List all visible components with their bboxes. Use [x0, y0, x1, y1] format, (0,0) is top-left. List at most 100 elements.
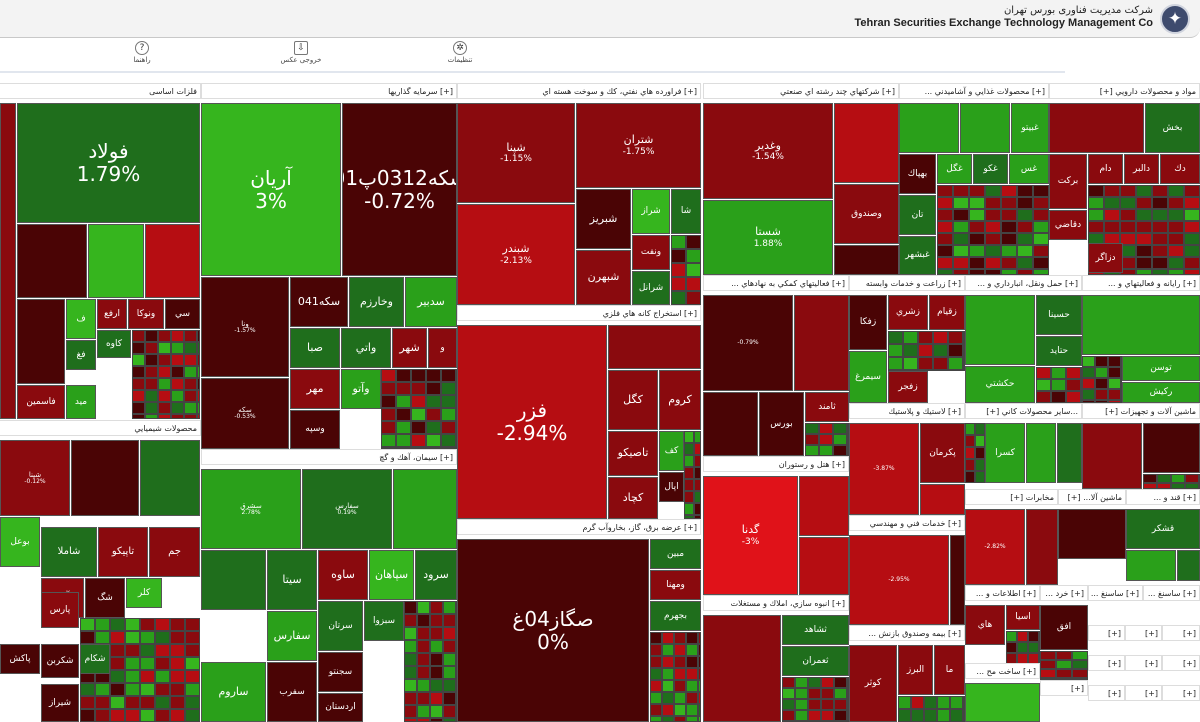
stock-tile[interactable]: -2.82%: [965, 509, 1025, 585]
stock-tile[interactable]: غس: [1009, 154, 1049, 184]
stock-tile[interactable]: تاصيكو: [608, 431, 658, 476]
stock-cell[interactable]: [847, 688, 849, 699]
stock-tile[interactable]: [1082, 423, 1142, 489]
stock-cell[interactable]: [1033, 257, 1049, 269]
stock-tile[interactable]: صبا: [290, 328, 340, 368]
stock-cell[interactable]: [686, 249, 701, 263]
stock-cell[interactable]: [963, 344, 965, 357]
stock-cell[interactable]: [1056, 669, 1072, 678]
stock-cell[interactable]: [125, 618, 140, 631]
stock-cell[interactable]: [821, 710, 834, 721]
stock-tile[interactable]: سشرق 2.78%: [201, 469, 301, 549]
stock-cell[interactable]: [937, 269, 953, 275]
stock-cell[interactable]: [1120, 185, 1136, 197]
stock-cell[interactable]: [1017, 631, 1028, 642]
sector-title[interactable]: [+]: [1125, 685, 1162, 701]
stock-tile[interactable]: كچاد: [608, 477, 658, 519]
sector-title[interactable]: [+] زراعت و خدمات وابسته: [849, 275, 965, 291]
stock-cell[interactable]: [381, 382, 396, 395]
stock-cell[interactable]: [430, 653, 443, 666]
stock-cell[interactable]: [426, 369, 441, 382]
stock-cell[interactable]: [953, 245, 969, 257]
stock-tile[interactable]: [393, 469, 457, 549]
stock-cell[interactable]: [847, 699, 849, 710]
stock-cell[interactable]: [456, 408, 457, 421]
stock-cell[interactable]: [684, 455, 694, 467]
stock-cell[interactable]: [821, 699, 834, 710]
stock-cell[interactable]: [686, 235, 701, 249]
stock-tile[interactable]: وغدير -1.54%: [703, 103, 833, 199]
stock-cell[interactable]: [686, 704, 698, 716]
stock-cell[interactable]: [404, 679, 417, 692]
stock-cell[interactable]: [171, 366, 184, 378]
stock-cell[interactable]: [411, 421, 426, 434]
stock-cell[interactable]: [933, 331, 948, 344]
stock-cell[interactable]: [430, 718, 443, 722]
stock-cell[interactable]: [185, 618, 200, 631]
stock-cell[interactable]: [381, 395, 396, 408]
stock-tile[interactable]: -3.87%: [849, 423, 919, 515]
stock-tile[interactable]: دزاگر: [1088, 243, 1123, 273]
stock-cell[interactable]: [456, 666, 457, 679]
stock-cell[interactable]: [140, 644, 155, 657]
stock-tile[interactable]: بهپاك: [899, 154, 936, 194]
stock-cell[interactable]: [170, 696, 185, 709]
stock-cell[interactable]: [686, 716, 698, 722]
stock-cell[interactable]: [132, 354, 145, 366]
stock-cell[interactable]: [80, 683, 95, 696]
stock-cell[interactable]: [674, 716, 686, 722]
stock-cell[interactable]: [95, 683, 110, 696]
stock-cell[interactable]: [170, 670, 185, 683]
stock-cell[interactable]: [834, 688, 847, 699]
stock-tile[interactable]: سكه0312پ01-0.72%: [342, 103, 457, 276]
stock-tile[interactable]: حكشتي: [965, 366, 1035, 403]
stock-cell[interactable]: [953, 221, 969, 233]
sector-title[interactable]: ...ساير محصولات كاني [+]: [965, 403, 1082, 419]
stock-cell[interactable]: [171, 378, 184, 390]
stock-cell[interactable]: [404, 627, 417, 640]
stock-cell[interactable]: [1001, 185, 1017, 197]
stock-cell[interactable]: [953, 197, 969, 209]
stock-cell[interactable]: [782, 677, 795, 688]
stock-cell[interactable]: [795, 699, 808, 710]
stock-cell[interactable]: [1184, 233, 1200, 245]
stock-cell[interactable]: [819, 445, 833, 456]
stock-cell[interactable]: [684, 515, 694, 519]
stock-cell[interactable]: [1136, 185, 1152, 197]
stock-cell[interactable]: [1033, 233, 1049, 245]
stock-cell[interactable]: [125, 644, 140, 657]
stock-tile[interactable]: شتران -1.75%: [576, 103, 701, 188]
sector-title[interactable]: [+] لاستيك و پلاستيك: [849, 403, 965, 419]
sector-title[interactable]: [+] استخراج كانه هاي فلزي: [457, 305, 701, 321]
stock-tile[interactable]: سفارس 0.19%: [302, 469, 392, 549]
stock-cell[interactable]: [948, 370, 963, 371]
stock-cell[interactable]: [155, 631, 170, 644]
sector-title[interactable]: [+]: [1162, 625, 1200, 641]
stock-cell[interactable]: [686, 668, 698, 680]
stock-tile[interactable]: زشري: [888, 295, 928, 330]
stock-cell[interactable]: [456, 369, 457, 382]
stock-cell[interactable]: [808, 677, 821, 688]
stock-cell[interactable]: [662, 680, 674, 692]
stock-cell[interactable]: [184, 330, 197, 342]
stock-cell[interactable]: [110, 631, 125, 644]
stock-tile[interactable]: اردستان: [318, 693, 363, 722]
sector-title[interactable]: [+] ساخت مح ...: [965, 663, 1040, 679]
stock-tile[interactable]: سدبير: [405, 277, 457, 327]
stock-cell[interactable]: [110, 618, 125, 631]
stock-cell[interactable]: [985, 245, 1001, 257]
stock-cell[interactable]: [404, 653, 417, 666]
stock-cell[interactable]: [132, 402, 145, 414]
stock-cell[interactable]: [985, 221, 1001, 233]
stock-cell[interactable]: [155, 709, 170, 722]
stock-tile[interactable]: [834, 103, 899, 183]
stock-tile[interactable]: ونوكا: [128, 299, 164, 329]
stock-cell[interactable]: [911, 696, 924, 709]
stock-cell[interactable]: [185, 631, 200, 644]
stock-cell[interactable]: [1121, 356, 1122, 367]
stock-cell[interactable]: [969, 269, 985, 275]
stock-tile[interactable]: كگل: [608, 370, 658, 430]
stock-tile[interactable]: غبيتو: [1011, 103, 1049, 153]
stock-cell[interactable]: [95, 709, 110, 722]
stock-cell[interactable]: [674, 668, 686, 680]
